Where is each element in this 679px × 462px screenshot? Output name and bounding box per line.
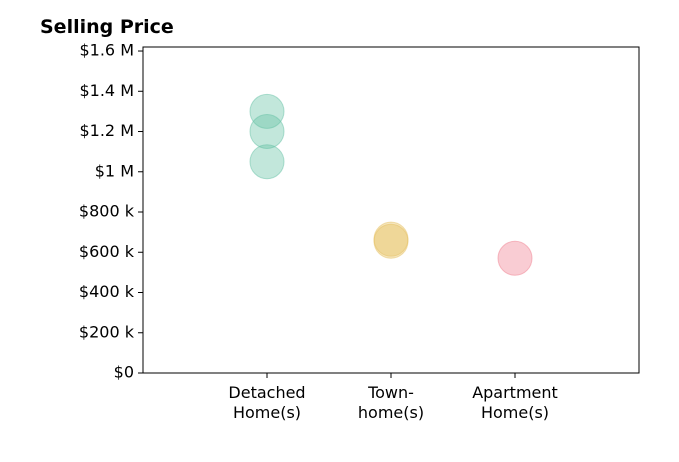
plot-frame (142, 46, 640, 374)
data-point (497, 240, 533, 276)
y-tick-label: $1.6 M (79, 41, 134, 60)
x-tick-label: Apartment Home(s) (472, 383, 558, 422)
points-layer (249, 93, 533, 276)
y-tick-label: $200 k (79, 322, 135, 341)
y-tick-label: $1.4 M (79, 81, 134, 100)
y-tick-label: $1.2 M (79, 121, 134, 140)
data-point (373, 223, 409, 259)
data-point (249, 114, 285, 150)
x-axis: Detached Home(s) Town-home(s) Apartment Home… (228, 373, 558, 422)
data-point (249, 144, 285, 180)
y-tick-label: $800 k (79, 202, 135, 221)
y-tick-label: $600 k (79, 242, 135, 261)
x-tick-label: Town-home(s) (358, 383, 424, 422)
y-tick-label: $400 k (79, 282, 135, 301)
y-axis: $0 $200 k $400 k $600 k $800 k $1 M $1.2 M $1.4… (79, 41, 143, 382)
x-tick-label: Detached Home(s) (228, 383, 305, 422)
chart-title: Selling Price (40, 16, 174, 38)
y-tick-label: $1 M (95, 161, 134, 180)
data-point (249, 93, 285, 129)
y-tick-label: $0 (114, 363, 134, 382)
